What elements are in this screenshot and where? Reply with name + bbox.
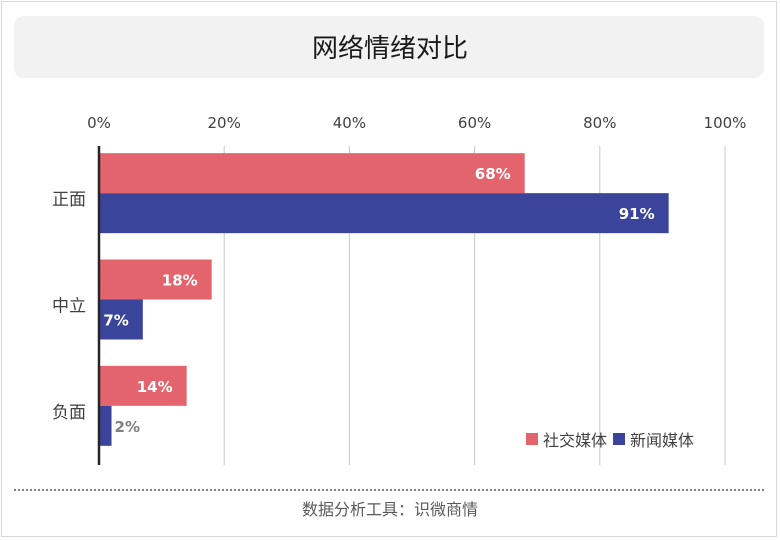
x-tick-label: 0% [87, 114, 111, 132]
bar [99, 365, 187, 406]
x-tick-label: 20% [208, 114, 241, 132]
category-label: 正面 [52, 190, 86, 210]
data-label: 68% [475, 165, 511, 183]
legend-label-news: 新闻媒体 [630, 431, 695, 450]
bars [99, 153, 669, 446]
bar [99, 153, 525, 194]
data-label: 14% [137, 378, 173, 396]
x-tick-label: 60% [458, 114, 491, 132]
legend: 社交媒体 新闻媒体 [526, 427, 700, 451]
data-label: 18% [162, 272, 198, 290]
data-labels: 68% 91% 18% 7% 14% 2% [103, 165, 654, 436]
legend-swatch-social [526, 433, 538, 445]
legend-swatch-news [613, 433, 626, 445]
x-tick-label: 40% [333, 114, 366, 132]
title-banner [14, 16, 764, 78]
bar [99, 259, 212, 300]
data-label: 91% [619, 205, 655, 223]
footer-source: 数据分析工具：识微商情 [301, 500, 478, 519]
legend-item-social: 社交媒体 [526, 427, 607, 451]
data-label: 2% [115, 418, 140, 436]
x-tick-label: 100% [704, 114, 747, 132]
bar [99, 405, 112, 446]
x-tick-labels: 0% 20% 40% 60% 80% 100% [87, 114, 746, 132]
category-label: 中立 [52, 297, 86, 317]
data-label: 7% [103, 312, 128, 330]
legend-label-social: 社交媒体 [543, 431, 608, 450]
category-label: 负面 [52, 403, 86, 423]
x-tick-label: 80% [583, 114, 616, 132]
bar [99, 193, 669, 234]
bar [99, 299, 143, 340]
footer-divider [14, 489, 764, 491]
legend-item-news: 新闻媒体 [613, 427, 694, 451]
chart-title: 网络情绪对比 [311, 34, 468, 64]
